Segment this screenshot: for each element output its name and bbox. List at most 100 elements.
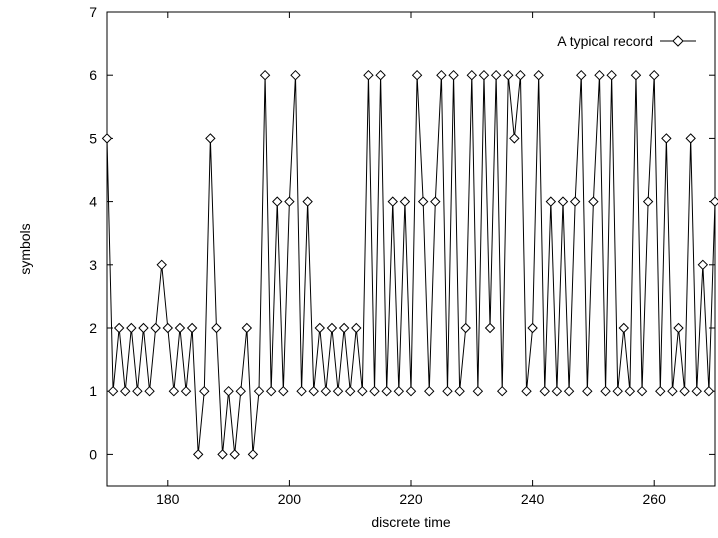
- data-point: [661, 133, 672, 144]
- data-point: [284, 196, 295, 207]
- data-point: [247, 449, 259, 460]
- data-point: [174, 322, 186, 334]
- data-point: [186, 322, 198, 334]
- data-point: [600, 385, 611, 397]
- data-point: [338, 322, 350, 334]
- data-point: [235, 385, 246, 397]
- y-tick-label: 7: [89, 4, 97, 20]
- legend-marker: [672, 35, 684, 47]
- y-tick-label: 2: [89, 320, 97, 336]
- x-tick-label: 180: [156, 491, 180, 507]
- x-axis-label: discrete time: [371, 514, 451, 530]
- data-point: [144, 385, 155, 397]
- data-point: [515, 69, 526, 81]
- data-point: [679, 385, 690, 397]
- data-point: [503, 69, 514, 81]
- data-point: [648, 69, 660, 81]
- data-point: [357, 385, 368, 397]
- ticks: 0 1 2 3 4 5 6 7 180 200 220 240 260: [89, 4, 715, 507]
- data-point: [527, 322, 538, 334]
- data-point: [126, 322, 137, 334]
- data-point: [563, 385, 575, 397]
- data-point: [192, 449, 204, 460]
- data-point: [229, 449, 240, 460]
- data-point: [107, 385, 119, 397]
- data-point: [557, 196, 569, 207]
- data-point: [205, 133, 216, 144]
- data-point: [399, 196, 411, 207]
- data-point: [272, 196, 283, 207]
- series-layer: [101, 69, 718, 460]
- data-point: [697, 259, 709, 271]
- legend: A typical record: [557, 33, 696, 49]
- data-point: [436, 69, 447, 81]
- data-point: [265, 385, 277, 397]
- data-point: [630, 69, 642, 81]
- y-tick-label: 0: [89, 446, 97, 462]
- data-point: [326, 322, 338, 334]
- data-point: [113, 322, 125, 334]
- data-point: [314, 322, 326, 334]
- data-point: [484, 322, 496, 334]
- data-point: [302, 196, 313, 207]
- data-point: [211, 322, 222, 334]
- y-tick-label: 4: [89, 194, 97, 210]
- data-point: [551, 385, 563, 397]
- data-point: [667, 385, 678, 397]
- data-point: [594, 69, 605, 81]
- data-point: [642, 196, 654, 207]
- data-point: [381, 385, 392, 397]
- data-point: [259, 69, 271, 81]
- data-point: [405, 385, 417, 397]
- data-point: [472, 385, 484, 397]
- data-point: [138, 322, 149, 334]
- data-point: [132, 385, 143, 397]
- x-tick-label: 240: [521, 491, 545, 507]
- data-point: [618, 322, 630, 334]
- data-point: [582, 385, 593, 397]
- data-point: [424, 385, 435, 397]
- y-tick-label: 3: [89, 257, 97, 273]
- data-point: [655, 385, 666, 397]
- data-point: [344, 385, 356, 397]
- y-tick-label: 6: [89, 67, 97, 83]
- data-point: [454, 385, 465, 397]
- data-point: [545, 196, 557, 207]
- data-point: [636, 385, 648, 397]
- data-point: [539, 385, 550, 397]
- data-point: [320, 385, 332, 397]
- data-point: [673, 322, 684, 334]
- data-point: [217, 449, 228, 460]
- data-point: [223, 385, 234, 397]
- data-point: [417, 196, 429, 207]
- y-tick-label: 1: [89, 383, 97, 399]
- data-point: [576, 69, 587, 81]
- data-point: [606, 69, 617, 81]
- y-axis-label: symbols: [17, 223, 33, 274]
- data-point: [369, 385, 380, 397]
- data-point: [442, 385, 453, 397]
- data-point: [709, 196, 718, 207]
- data-point: [509, 133, 520, 144]
- data-point: [150, 322, 161, 334]
- data-point: [296, 385, 307, 397]
- data-point: [393, 385, 405, 397]
- data-point: [241, 322, 253, 334]
- data-point: [199, 385, 210, 397]
- data-point: [466, 69, 478, 81]
- data-point: [387, 196, 398, 207]
- data-point: [351, 322, 362, 334]
- data-point: [521, 385, 532, 397]
- x-tick-label: 220: [399, 491, 423, 507]
- data-point: [624, 385, 636, 397]
- legend-label: A typical record: [557, 33, 653, 49]
- data-point: [308, 385, 319, 397]
- data-point: [363, 69, 374, 81]
- data-point: [612, 385, 623, 397]
- data-point: [290, 69, 301, 81]
- data-point: [569, 196, 581, 207]
- data-point: [180, 385, 192, 397]
- data-point: [478, 69, 490, 81]
- data-point: [411, 69, 423, 81]
